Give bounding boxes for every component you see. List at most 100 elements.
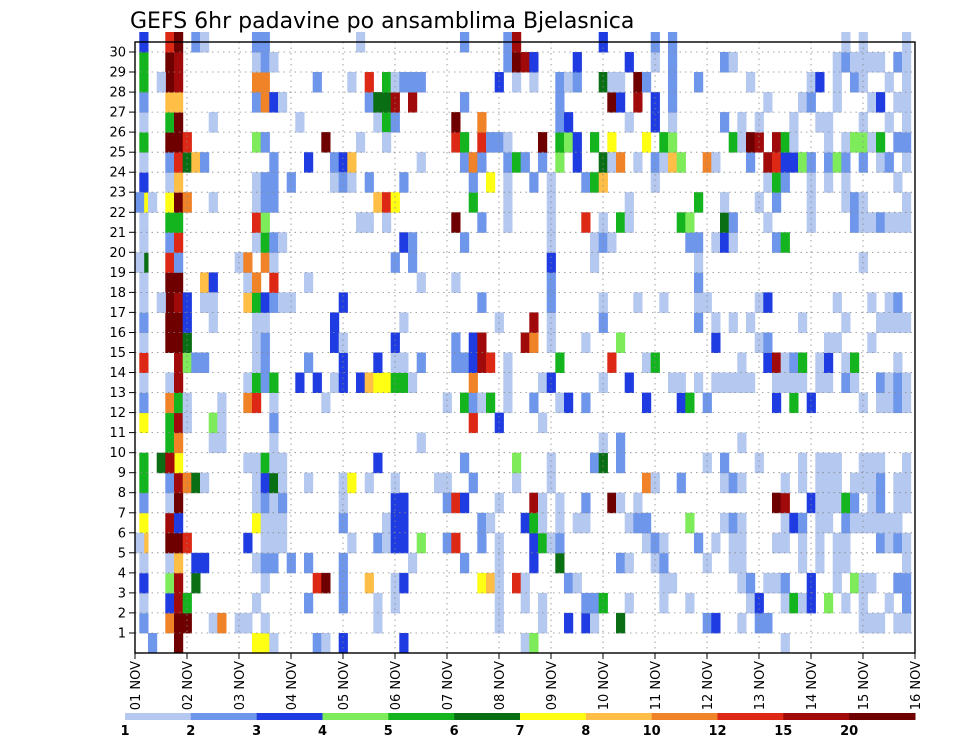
heatmap-cell xyxy=(399,312,409,333)
heatmap-cell xyxy=(252,392,262,414)
heatmap-cell xyxy=(841,492,851,514)
heatmap-cell xyxy=(798,372,808,393)
heatmap-cell xyxy=(668,92,678,113)
heatmap-cell xyxy=(711,312,721,333)
heatmap-cell xyxy=(139,352,149,373)
heatmap-cell xyxy=(694,292,704,313)
heatmap-cell xyxy=(503,352,513,373)
heatmap-cell xyxy=(850,512,860,534)
heatmap-cell xyxy=(685,592,695,614)
heatmap-cell xyxy=(399,72,409,93)
heatmap-cell xyxy=(780,172,790,193)
heatmap-cell xyxy=(789,512,799,534)
heatmap-cell xyxy=(884,112,894,133)
heatmap-cell xyxy=(616,332,626,353)
heatmap-cell xyxy=(460,352,470,373)
heatmap-cell xyxy=(260,232,270,253)
heatmap-cell xyxy=(746,592,756,614)
heatmap-cell xyxy=(893,472,903,494)
heatmap-cell xyxy=(382,72,392,93)
heatmap-cell xyxy=(165,292,175,313)
heatmap-cell xyxy=(659,552,669,574)
heatmap-cell xyxy=(477,572,487,594)
heatmap-cell xyxy=(711,532,721,554)
heatmap-cell xyxy=(624,512,634,534)
heatmap-cell xyxy=(260,372,270,393)
heatmap-cell xyxy=(529,172,539,193)
heatmap-cell xyxy=(702,552,712,574)
heatmap-cell xyxy=(503,172,513,193)
heatmap-cell xyxy=(356,132,366,153)
heatmap-cell xyxy=(477,112,487,133)
heatmap-cell xyxy=(399,352,409,373)
heatmap-cell xyxy=(347,532,357,554)
heatmap-cell xyxy=(503,52,513,73)
heatmap-cell xyxy=(867,92,877,113)
heatmap-cell xyxy=(165,472,175,494)
y-tick-label: 10 xyxy=(109,446,126,461)
heatmap-cell xyxy=(139,52,149,73)
heatmap-cell xyxy=(806,172,816,193)
heatmap-cell xyxy=(893,352,903,373)
heatmap-cell xyxy=(382,212,392,233)
heatmap-cell xyxy=(737,352,747,373)
colorbar-label: 12 xyxy=(708,724,726,739)
heatmap-cell xyxy=(338,352,348,373)
heatmap-cell xyxy=(720,232,730,253)
heatmap-cell xyxy=(382,192,392,213)
heatmap-cell xyxy=(174,172,184,193)
heatmap-cell xyxy=(486,392,496,414)
heatmap-cell xyxy=(165,552,175,574)
heatmap-cell xyxy=(685,512,695,534)
heatmap-cell xyxy=(486,572,496,594)
heatmap-cell xyxy=(694,532,704,554)
heatmap-cell xyxy=(780,592,790,614)
heatmap-cell xyxy=(174,512,184,534)
heatmap-cell xyxy=(546,272,556,293)
heatmap-cell xyxy=(850,52,860,73)
heatmap-cell xyxy=(174,532,184,554)
heatmap-cell xyxy=(442,392,452,414)
heatmap-cell xyxy=(208,112,218,133)
heatmap-cell xyxy=(243,292,253,313)
heatmap-cell xyxy=(364,372,374,393)
heatmap-cell xyxy=(902,312,912,333)
heatmap-cell xyxy=(486,352,496,373)
heatmap-cell xyxy=(789,592,799,614)
heatmap-cell xyxy=(278,92,288,113)
heatmap-cell xyxy=(477,292,487,313)
y-tick-label: 27 xyxy=(109,106,126,121)
heatmap-cell xyxy=(373,192,383,213)
x-tick-label: 08 NOV xyxy=(493,661,508,710)
heatmap-cell xyxy=(867,492,877,514)
heatmap-cell xyxy=(581,512,591,534)
heatmap-cell xyxy=(685,212,695,233)
heatmap-cell xyxy=(165,252,175,273)
heatmap-cell xyxy=(139,472,149,494)
heatmap-cell xyxy=(824,492,834,514)
heatmap-cell xyxy=(529,332,539,353)
heatmap-cell xyxy=(876,132,886,153)
heatmap-cell xyxy=(269,512,279,534)
heatmap-cell xyxy=(503,132,513,153)
heatmap-cell xyxy=(893,212,903,233)
heatmap-cell xyxy=(208,272,218,293)
heatmap-cell xyxy=(763,612,773,634)
heatmap-cell xyxy=(780,472,790,494)
heatmap-cell xyxy=(624,112,634,133)
heatmap-cell xyxy=(893,492,903,514)
heatmap-cell xyxy=(174,372,184,393)
y-tick-label: 12 xyxy=(109,406,126,421)
heatmap-cell xyxy=(182,332,192,353)
y-tick-label: 30 xyxy=(109,46,126,61)
heatmap-cell xyxy=(737,572,747,594)
heatmap-cell xyxy=(399,633,409,654)
heatmap-cell xyxy=(269,633,279,654)
x-tick-label: 15 NOV xyxy=(857,661,872,710)
heatmap-cell xyxy=(659,532,669,554)
heatmap-cell xyxy=(304,152,314,173)
heatmap-cell xyxy=(390,572,400,594)
heatmap-cell xyxy=(260,512,270,534)
heatmap-cell xyxy=(364,72,374,93)
x-tick-label: 02 NOV xyxy=(181,661,196,710)
